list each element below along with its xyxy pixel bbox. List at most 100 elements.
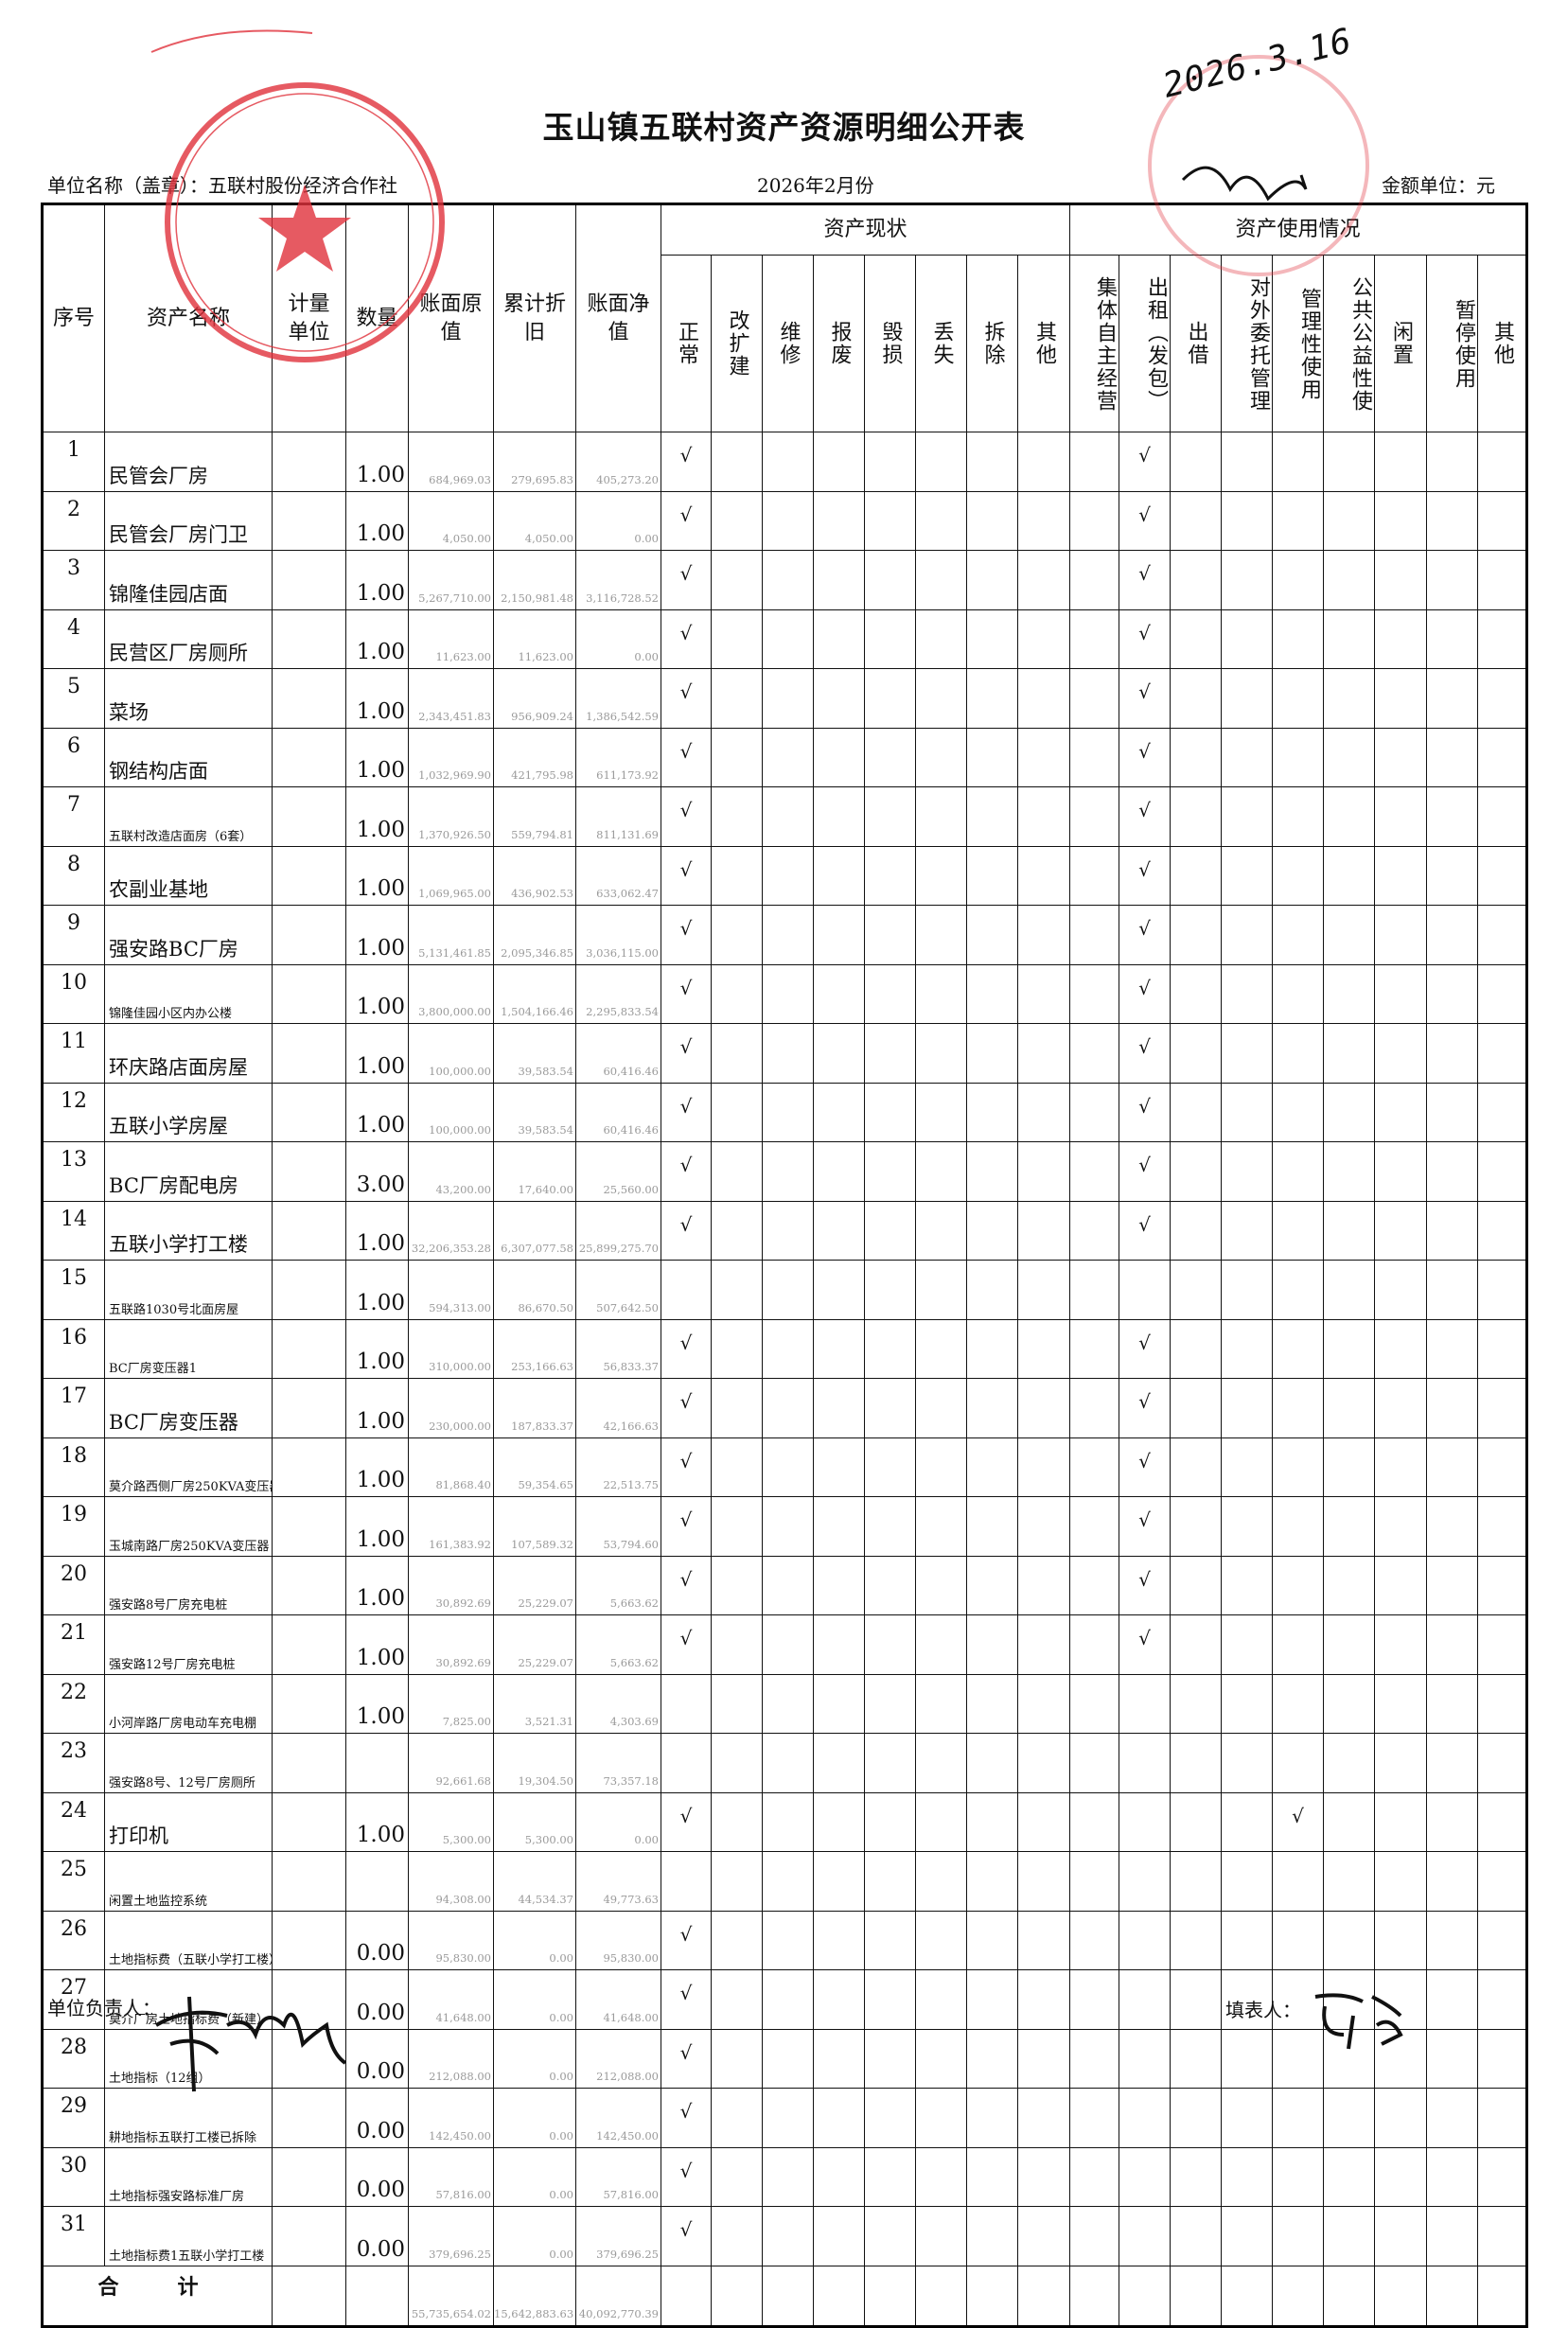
book-net-value: 0.00 <box>575 608 661 669</box>
currency-unit: 金额单位：元 <box>1382 174 1495 197</box>
quantity: 1.00 <box>345 845 409 906</box>
status-cell-3 <box>813 668 865 729</box>
status-cell-5 <box>915 1673 967 1734</box>
book-original-value: 81,868.40 <box>408 1437 494 1497</box>
status-cell-7 <box>1016 1673 1071 1734</box>
usage-cell-5 <box>1323 1082 1376 1142</box>
status-cell-5 <box>915 1141 967 1202</box>
table-row: 11 环庆路店面房屋 1.00 100,000.00 39,583.54 60,416.4… <box>42 1023 1528 1084</box>
total-empty-cell <box>966 2265 1018 2327</box>
status-cell-3 <box>813 1496 865 1557</box>
usage-cell-4 <box>1272 1673 1325 1734</box>
usage-cell-6 <box>1374 1141 1428 1202</box>
total-empty-cell <box>1016 2265 1071 2327</box>
usage-cell-3 <box>1221 2088 1274 2148</box>
status-cell-0: √ <box>661 963 712 1024</box>
usage-cell-2 <box>1170 1023 1223 1084</box>
usage-cell-7 <box>1426 1969 1479 2030</box>
usage-cell-0 <box>1069 2146 1120 2207</box>
status-cell-5 <box>915 1733 967 1793</box>
usage-cell-0 <box>1069 845 1120 906</box>
accumulated-depreciation: 25,229.07 <box>493 1555 576 1615</box>
usage-cell-5 <box>1323 608 1376 669</box>
usage-cell-5 <box>1323 905 1376 965</box>
usage-cell-1 <box>1119 1673 1172 1734</box>
status-cell-3 <box>813 727 865 787</box>
total-empty-cell <box>813 2265 865 2327</box>
status-cell-1 <box>711 1496 763 1557</box>
book-original-value: 594,313.00 <box>408 1260 494 1320</box>
status-cell-4 <box>864 432 916 492</box>
status-cell-7 <box>1016 2028 1071 2089</box>
usage-cell-5 <box>1323 727 1376 787</box>
measure-unit <box>272 1969 346 2030</box>
usage-cell-4 <box>1272 668 1325 729</box>
usage-cell-4: √ <box>1272 1791 1325 1852</box>
row-seq: 31 <box>42 2206 105 2266</box>
status-cell-1 <box>711 1969 763 2030</box>
usage-cell-2 <box>1170 1791 1223 1852</box>
status-cell-0 <box>661 1260 712 1320</box>
usage-cell-3 <box>1221 1260 1274 1320</box>
book-original-value: 684,969.03 <box>408 432 494 492</box>
header-qty: 数量 <box>345 203 409 432</box>
usage-cell-7 <box>1426 1141 1479 1202</box>
usage-cell-4 <box>1272 490 1325 551</box>
status-cell-0: √ <box>661 2088 712 2148</box>
usage-cell-4 <box>1272 432 1325 492</box>
status-cell-7 <box>1016 1318 1071 1379</box>
usage-cell-7 <box>1426 432 1479 492</box>
usage-cell-6 <box>1374 1673 1428 1734</box>
status-cell-0 <box>661 1733 712 1793</box>
usage-cell-3 <box>1221 1378 1274 1438</box>
status-cell-2 <box>762 1023 814 1084</box>
quantity: 1.00 <box>345 1496 409 1557</box>
status-cell-6 <box>966 1555 1018 1615</box>
book-net-value: 73,357.18 <box>575 1733 661 1793</box>
status-cell-3 <box>813 1141 865 1202</box>
status-cell-7 <box>1016 845 1071 906</box>
row-seq: 13 <box>42 1141 105 1202</box>
book-original-value: 230,000.00 <box>408 1378 494 1438</box>
status-cell-1 <box>711 905 763 965</box>
status-cell-3 <box>813 963 865 1024</box>
table-row: 1 民管会厂房 1.00 684,969.03 279,695.83 405,273.20… <box>42 432 1528 492</box>
book-net-value: 41,648.00 <box>575 1969 661 2030</box>
usage-cell-7 <box>1426 2146 1479 2207</box>
accumulated-depreciation: 86,670.50 <box>493 1260 576 1320</box>
usage-cell-8 <box>1477 1555 1528 1615</box>
usage-cell-6 <box>1374 727 1428 787</box>
measure-unit <box>272 1851 346 1912</box>
usage-cell-1: √ <box>1119 1082 1172 1142</box>
usage-cell-1: √ <box>1119 1141 1172 1202</box>
usage-cell-2 <box>1170 2146 1223 2207</box>
book-original-value: 30,892.69 <box>408 1614 494 1675</box>
status-cell-3 <box>813 1733 865 1793</box>
usage-cell-3 <box>1221 1555 1274 1615</box>
status-cell-4 <box>864 1555 916 1615</box>
status-cell-2 <box>762 490 814 551</box>
usage-cell-7 <box>1426 1200 1479 1261</box>
status-cell-1 <box>711 1614 763 1675</box>
table-row: 3 锦隆佳园店面 1.00 5,267,710.00 2,150,981.48 3,116… <box>42 550 1528 610</box>
status-cell-4 <box>864 1791 916 1852</box>
measure-unit <box>272 1910 346 1970</box>
book-original-value: 310,000.00 <box>408 1318 494 1379</box>
status-cell-6 <box>966 1673 1018 1734</box>
book-original-value: 379,696.25 <box>408 2206 494 2266</box>
header-net: 账面净值 <box>575 203 661 432</box>
usage-cell-1: √ <box>1119 845 1172 906</box>
usage-cell-4 <box>1272 1910 1325 1970</box>
header-seq: 序号 <box>42 203 105 432</box>
status-cell-2 <box>762 2206 814 2266</box>
status-cell-6 <box>966 2088 1018 2148</box>
header-usage-0: 集体自主经营 <box>1069 255 1120 432</box>
status-cell-5 <box>915 2028 967 2089</box>
status-cell-6 <box>966 1378 1018 1438</box>
usage-cell-6 <box>1374 2146 1428 2207</box>
usage-cell-3 <box>1221 1082 1274 1142</box>
usage-cell-6 <box>1374 1200 1428 1261</box>
status-cell-5 <box>915 1496 967 1557</box>
usage-cell-0 <box>1069 2206 1120 2266</box>
book-net-value: 633,062.47 <box>575 845 661 906</box>
